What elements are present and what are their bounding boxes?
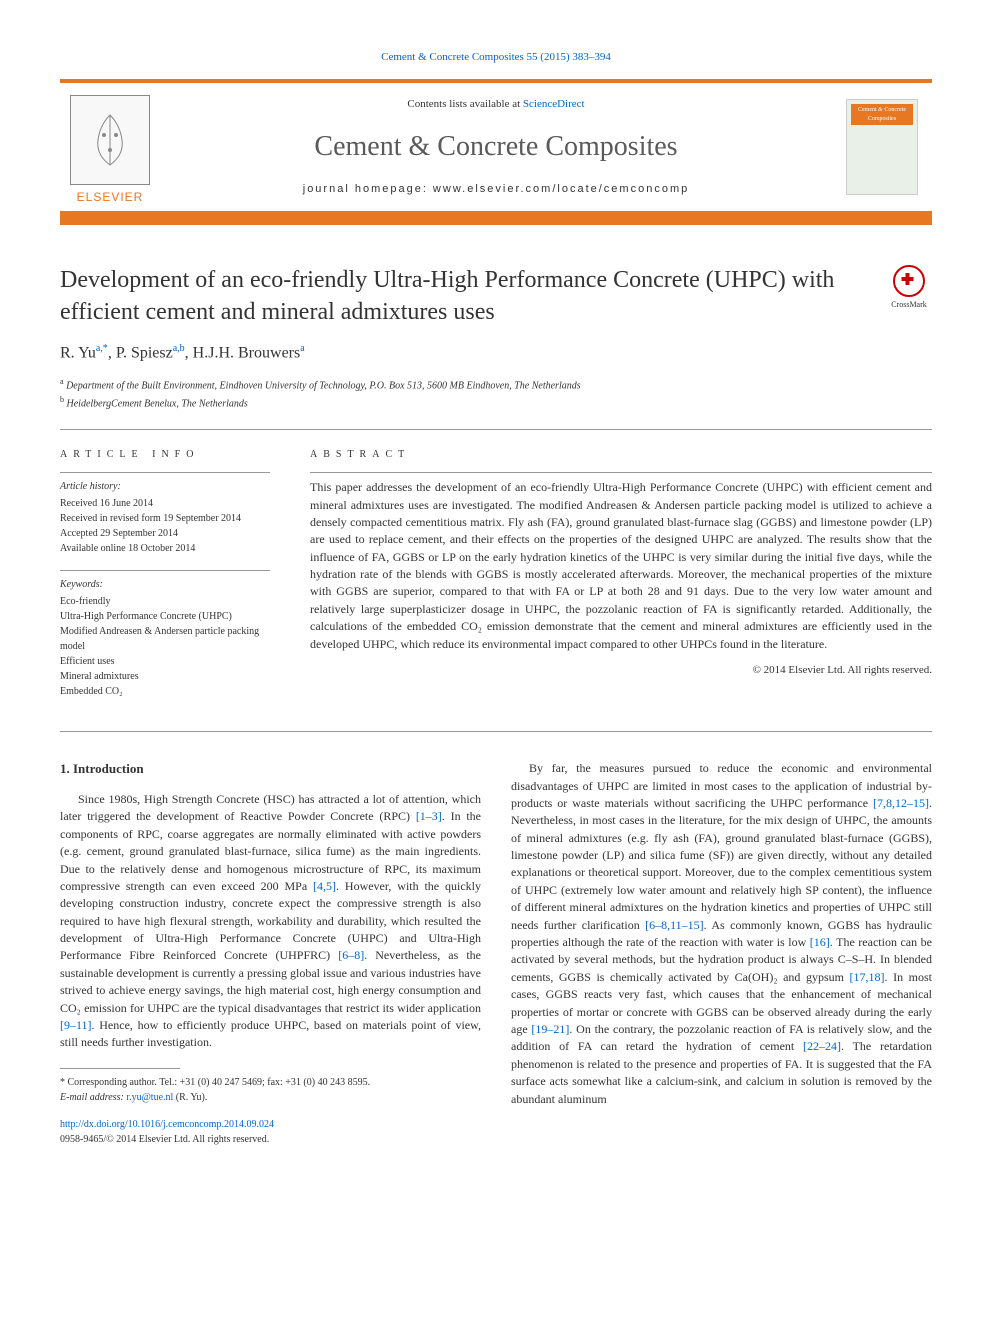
affiliations: a Department of the Built Environment, E… <box>60 376 932 411</box>
author-1-sup: a,* <box>96 343 108 354</box>
keyword-1: Eco-friendly <box>60 594 270 609</box>
ref-6-8-11-15[interactable]: [6–8,11–15] <box>645 918 704 932</box>
author-2: , P. Spiesz <box>108 344 173 361</box>
affiliation-b: b HeidelbergCement Benelux, The Netherla… <box>60 394 932 411</box>
article-info-column: article info Article history: Received 1… <box>60 448 270 713</box>
footnote-rule <box>60 1068 180 1069</box>
history-accepted: Accepted 29 September 2014 <box>60 526 270 541</box>
column-right: By far, the measures pursued to reduce t… <box>511 760 932 1147</box>
header-banner: ELSEVIER Contents lists available at Sci… <box>60 79 932 225</box>
contents-text: Contents lists available at <box>407 98 522 110</box>
cover-caption: Cement & Concrete Composites <box>851 104 913 125</box>
authors: R. Yua,*, P. Spiesza,b, H.J.H. Brouwersa <box>60 342 932 365</box>
corresponding-author: * Corresponding author. Tel.: +31 (0) 40… <box>60 1075 481 1105</box>
ref-4-5[interactable]: [4,5] <box>313 879 336 893</box>
corr-phone-fax: * Corresponding author. Tel.: +31 (0) 40… <box>60 1075 481 1090</box>
email-label: E-mail address: <box>60 1092 126 1103</box>
publisher-label: ELSEVIER <box>60 189 160 206</box>
abstract-rule <box>310 472 932 473</box>
col2-text-a: By far, the measures pursued to reduce t… <box>511 761 932 810</box>
abstract-copyright: © 2014 Elsevier Ltd. All rights reserved… <box>310 663 932 678</box>
article-info-heading: article info <box>60 448 270 462</box>
publisher-logo-block: ELSEVIER <box>60 83 160 211</box>
ref-6-8[interactable]: [6–8] <box>338 948 364 962</box>
ref-9-11[interactable]: [9–11] <box>60 1018 92 1032</box>
abstract-column: abstract This paper addresses the develo… <box>310 448 932 713</box>
info-rule-1 <box>60 472 270 473</box>
affil-text-b: HeidelbergCement Benelux, The Netherland… <box>67 398 248 409</box>
body-columns: 1. Introduction Since 1980s, High Streng… <box>60 760 932 1147</box>
issn-copyright: 0958-9465/© 2014 Elsevier Ltd. All right… <box>60 1132 481 1147</box>
intro-paragraph-1: Since 1980s, High Strength Concrete (HSC… <box>60 791 481 1052</box>
info-rule-2 <box>60 570 270 571</box>
affil-sup-b: b <box>60 395 64 404</box>
column-left: 1. Introduction Since 1980s, High Streng… <box>60 760 481 1147</box>
corr-email-line: E-mail address: r.yu@tue.nl (R. Yu). <box>60 1090 481 1105</box>
sciencedirect-link[interactable]: ScienceDirect <box>523 98 585 110</box>
affil-text-a: Department of the Built Environment, Ein… <box>66 381 581 392</box>
keyword-6: Embedded CO₂ <box>60 684 270 699</box>
history-label: Article history: <box>60 479 270 494</box>
section-1-heading: 1. Introduction <box>60 760 481 779</box>
journal-reference: Cement & Concrete Composites 55 (2015) 3… <box>60 50 932 65</box>
ref-19-21[interactable]: [19–21] <box>531 1022 569 1036</box>
article-history: Article history: Received 16 June 2014 R… <box>60 479 270 556</box>
ref-1-3[interactable]: [1–3] <box>416 809 442 823</box>
affiliation-a: a Department of the Built Environment, E… <box>60 376 932 393</box>
crossmark-icon <box>893 265 925 297</box>
keyword-3: Modified Andreasen & Andersen particle p… <box>60 624 270 654</box>
author-1: R. Yu <box>60 344 96 361</box>
crossmark-badge[interactable]: CrossMark <box>886 265 932 310</box>
corr-email-who: (R. Yu). <box>173 1092 207 1103</box>
abstract-text: This paper addresses the development of … <box>310 479 932 653</box>
keyword-2: Ultra-High Performance Concrete (UHPC) <box>60 609 270 624</box>
keyword-4: Efficient uses <box>60 654 270 669</box>
rule-top <box>60 429 932 430</box>
col2-text-b: . Nevertheless, in most cases in the lit… <box>511 796 932 932</box>
abstract-heading: abstract <box>310 448 932 462</box>
keywords-block: Keywords: Eco-friendly Ultra-High Perfor… <box>60 577 270 699</box>
ref-17-18[interactable]: [17,18] <box>850 970 885 984</box>
history-received: Received 16 June 2014 <box>60 496 270 511</box>
intro-paragraph-2: By far, the measures pursued to reduce t… <box>511 760 932 1108</box>
author-3: , H.J.H. Brouwers <box>185 344 301 361</box>
intro-text-e: . Hence, how to efficiently produce UHPC… <box>60 1018 481 1049</box>
ref-7-8-12-15[interactable]: [7,8,12–15] <box>873 796 929 810</box>
keywords-label: Keywords: <box>60 577 270 592</box>
journal-cover-thumbnail: Cement & Concrete Composites <box>846 99 918 195</box>
rule-bottom <box>60 731 932 732</box>
affil-sup-a: a <box>60 377 64 386</box>
elsevier-tree-icon <box>70 95 150 185</box>
crossmark-label: CrossMark <box>886 299 932 310</box>
journal-cover-block: Cement & Concrete Composites <box>832 83 932 211</box>
author-3-sup: a <box>300 343 304 354</box>
history-online: Available online 18 October 2014 <box>60 541 270 556</box>
doi-block: http://dx.doi.org/10.1016/j.cemconcomp.2… <box>60 1117 481 1147</box>
ref-22-24[interactable]: [22–24] <box>803 1039 841 1053</box>
history-revised: Received in revised form 19 September 20… <box>60 511 270 526</box>
corr-email-link[interactable]: r.yu@tue.nl <box>126 1092 173 1103</box>
journal-title: Cement & Concrete Composites <box>170 127 822 166</box>
author-2-sup: a,b <box>173 343 185 354</box>
header-center: Contents lists available at ScienceDirec… <box>160 83 832 211</box>
doi-link[interactable]: http://dx.doi.org/10.1016/j.cemconcomp.2… <box>60 1119 274 1130</box>
journal-homepage: journal homepage: www.elsevier.com/locat… <box>170 182 822 197</box>
keyword-5: Mineral admixtures <box>60 669 270 684</box>
article-title: Development of an eco-friendly Ultra-Hig… <box>60 265 856 327</box>
ref-16[interactable]: [16] <box>810 935 830 949</box>
contents-available: Contents lists available at ScienceDirec… <box>170 97 822 112</box>
